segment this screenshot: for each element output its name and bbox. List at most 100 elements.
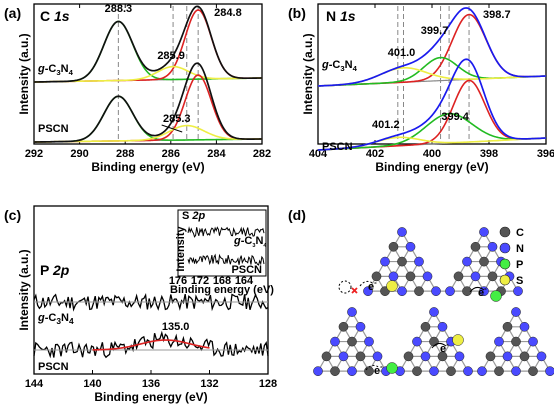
nitrogen-atom xyxy=(494,336,504,347)
inset-y-label: Intensity xyxy=(175,226,187,272)
electron-arrow xyxy=(469,286,485,293)
nitrogen-atom xyxy=(479,227,489,237)
carbon-atom xyxy=(453,271,464,282)
x-tick-label: 132 xyxy=(200,378,218,390)
x-tick-label: 136 xyxy=(142,378,160,390)
nitrogen-atom xyxy=(313,366,323,377)
peak-label-135-0: 135.0 xyxy=(162,321,190,333)
legend-marker xyxy=(499,242,511,254)
sulfur-atom xyxy=(386,280,398,292)
carbon-atom xyxy=(502,321,513,332)
nitrogen-atom xyxy=(477,366,487,377)
core-level-label: N 1s xyxy=(326,8,356,24)
panel-a: 292 290 288 286 284 282 Binding energy (eV) Int… xyxy=(4,3,271,174)
carbon-atom xyxy=(494,366,504,377)
electron-label: e- xyxy=(440,340,449,355)
inset-x-label: Binding energy (eV) xyxy=(170,284,274,296)
nitrogen-atom xyxy=(372,351,383,362)
x-axis-label: Binding energy (eV) xyxy=(94,390,207,404)
panel-label-b: (b) xyxy=(288,5,306,21)
y-axis-label: Intensity (a.u.) xyxy=(17,249,31,330)
inset-tick-label: 168 xyxy=(213,275,231,287)
carbon-atom xyxy=(429,336,439,347)
carbon-atom xyxy=(364,366,374,377)
nitrogen-atom xyxy=(511,307,521,317)
x-axis-label: Binding energy (eV) xyxy=(375,160,488,174)
fit-curve xyxy=(92,339,210,351)
peak-label-399-7: 399.7 xyxy=(421,25,449,37)
inset-frame xyxy=(177,209,267,277)
electron-label: e- xyxy=(374,362,383,377)
carbon-atom xyxy=(462,286,472,297)
nitrogen-atom xyxy=(364,336,374,347)
phosphorus-atom xyxy=(490,290,502,302)
carbon-atom xyxy=(397,256,407,267)
nitrogen-atom xyxy=(445,286,455,297)
panel-c: 144 140 136 132 128 Binding energy (eV) Intens… xyxy=(4,205,277,404)
envelope-curve xyxy=(33,5,263,83)
nitrogen-atom xyxy=(429,307,439,317)
core-level-label: P 2p xyxy=(40,262,70,278)
sample-label-pscn: PSCN xyxy=(38,361,69,373)
x-tick-label: 288 xyxy=(116,148,134,160)
peak-label-285-9: 285.9 xyxy=(157,50,185,62)
nitrogen-atom xyxy=(347,366,357,377)
peak-label-288-3: 288.3 xyxy=(105,3,133,15)
carbon-atom xyxy=(414,286,424,297)
legend-marker xyxy=(499,258,511,270)
x-tick-label: 290 xyxy=(70,148,88,160)
nitrogen-atom xyxy=(454,351,465,362)
envelope-curve xyxy=(317,7,547,87)
inset-tick-label: 176 xyxy=(169,275,187,287)
peak-label-284-8: 284.8 xyxy=(214,7,242,19)
electron-label: e- xyxy=(478,284,487,299)
x-tick-label: 292 xyxy=(25,148,43,160)
inset-tick-label: 172 xyxy=(191,275,209,287)
carbon-atom xyxy=(403,351,414,362)
carbon-atom xyxy=(388,241,399,252)
legend-label: S xyxy=(516,275,523,287)
nitrogen-atom xyxy=(422,271,433,282)
peak-label-285-3: 285.3 xyxy=(163,113,191,125)
carbon-atom xyxy=(330,366,340,377)
spectrum-trace xyxy=(33,330,269,359)
x-tick-label: 286 xyxy=(162,148,180,160)
carbon-atom xyxy=(437,351,448,362)
inset-core-level: S 2p xyxy=(182,210,206,222)
carbon-atom xyxy=(487,271,498,282)
nitrogen-atom xyxy=(380,256,390,267)
peak-label-399-4: 399.4 xyxy=(441,111,469,123)
nitrogen-atom xyxy=(355,321,366,332)
inset-trace xyxy=(187,253,265,266)
x-tick-label: 282 xyxy=(253,148,271,160)
inset-trace xyxy=(187,226,265,238)
x-tick-label: 284 xyxy=(207,148,226,160)
nitrogen-atom xyxy=(397,227,407,237)
nitrogen-atom xyxy=(414,256,424,267)
nitrogen-atom xyxy=(405,241,416,252)
plot-frame xyxy=(33,3,263,145)
sample-label-gcn: g-C3N4 xyxy=(37,63,74,77)
y-axis-label: Intensity (a.u.) xyxy=(17,33,31,114)
cross-mark xyxy=(351,287,358,294)
nitrogen-atom xyxy=(462,256,472,267)
x-tick-label: 402 xyxy=(366,148,384,160)
electron-arrow xyxy=(431,342,447,349)
legend-marker xyxy=(499,274,511,286)
nitrogen-atom xyxy=(513,286,523,297)
sample-label-gcn: g-C3N4 xyxy=(37,312,74,326)
vacancy-site xyxy=(338,280,352,294)
carbon-atom xyxy=(321,351,332,362)
x-tick-label: 404 xyxy=(309,148,328,160)
y-axis-label: Intensity (a.u.) xyxy=(301,33,315,114)
carbon-atom xyxy=(479,256,489,267)
carbon-atom xyxy=(519,351,530,362)
component-peak xyxy=(317,112,547,151)
inset-sample-gcn: g-C3N4 xyxy=(233,235,267,249)
envelope-curve xyxy=(33,62,263,143)
inset-tick-label: 164 xyxy=(235,275,254,287)
panel-label-a: (a) xyxy=(4,5,21,21)
spectrum-trace xyxy=(33,293,269,312)
legend-label: N xyxy=(516,243,524,255)
